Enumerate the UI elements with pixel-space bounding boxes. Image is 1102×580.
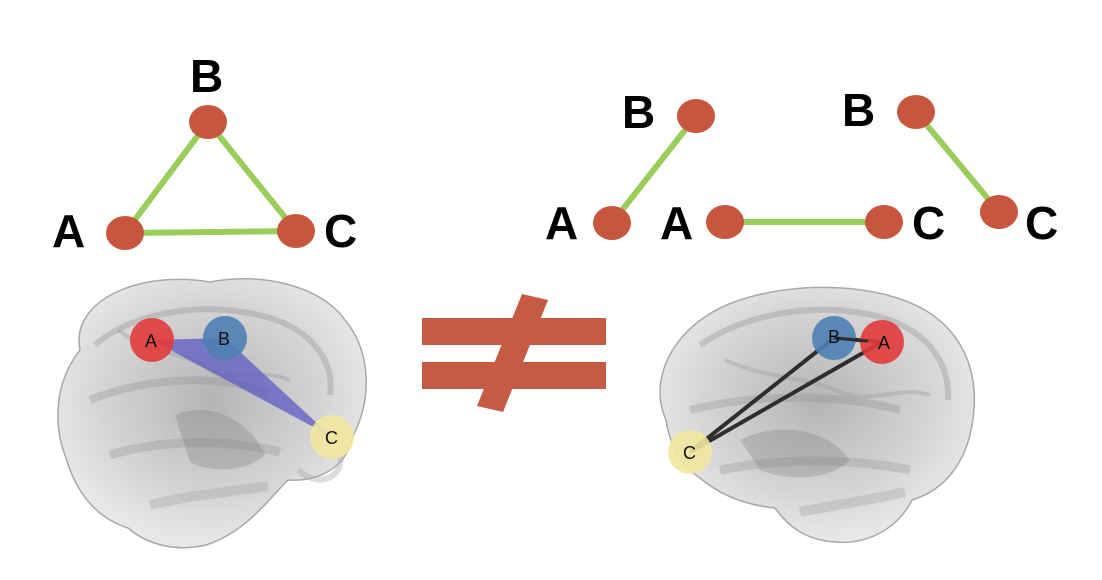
edge-c-a: [689, 340, 883, 454]
node-a: [706, 205, 744, 239]
node-a: [106, 216, 144, 250]
pairwise-graph-bc: B C: [842, 84, 1058, 249]
label-a: A: [660, 197, 693, 249]
not-equal-icon: [422, 294, 606, 412]
triangle-graph: A B C: [52, 50, 357, 257]
region-c-label: C: [325, 428, 338, 448]
label-b: B: [190, 50, 223, 102]
hyperedge-abc: [152, 338, 332, 437]
node-b: [897, 95, 935, 129]
node-c: [277, 214, 315, 248]
edge-a-c: [124, 228, 297, 236]
region-a-label: A: [145, 331, 157, 351]
region-a: [130, 318, 174, 362]
label-a: A: [52, 205, 85, 257]
brain-silhouette-icon: [57, 277, 367, 549]
label-c: C: [912, 197, 945, 249]
pairwise-graph-ac: A C: [660, 197, 945, 249]
region-c: [310, 415, 354, 459]
node-b: [677, 99, 715, 133]
label-c: C: [1025, 197, 1058, 249]
label-c: C: [324, 205, 357, 257]
brain-left: A B C: [57, 277, 367, 549]
edge-b-c: [913, 110, 1002, 214]
pairwise-graph-ab: A B: [545, 86, 715, 249]
label-b: B: [622, 86, 655, 138]
region-a-label: A: [878, 333, 890, 353]
node-b: [189, 105, 227, 139]
region-b-label: B: [218, 329, 230, 349]
region-b-label: B: [828, 327, 840, 347]
label-b: B: [842, 84, 875, 136]
node-a: [593, 206, 631, 240]
edge-a-b: [122, 120, 211, 235]
region-c-label: C: [683, 443, 696, 463]
region-b: [203, 316, 247, 360]
node-c: [865, 205, 903, 239]
label-a: A: [545, 197, 578, 249]
edge-b-c: [205, 120, 299, 233]
node-c: [980, 195, 1018, 229]
brain-right: A B C: [659, 286, 976, 544]
edge-b-a-overlay: [833, 336, 869, 343]
edge-a-b: [609, 114, 699, 225]
edge-c-b: [688, 336, 836, 454]
region-c: [668, 430, 712, 474]
region-a: [860, 320, 904, 364]
